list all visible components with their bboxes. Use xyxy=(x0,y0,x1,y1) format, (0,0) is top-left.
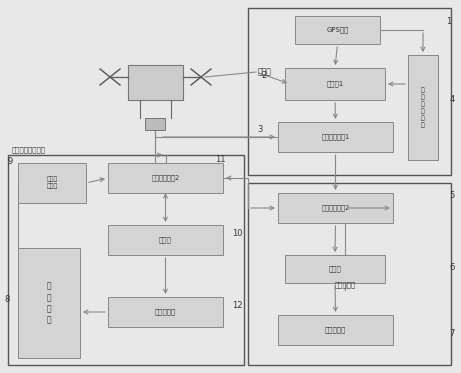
Text: 9: 9 xyxy=(7,157,12,166)
Text: 激光控制器: 激光控制器 xyxy=(155,309,176,315)
Bar xyxy=(285,255,385,283)
Text: 激
光
雷
达: 激 光 雷 达 xyxy=(47,282,51,324)
Text: 无线通讯模块2: 无线通讯模块2 xyxy=(151,175,180,181)
Bar xyxy=(285,68,385,100)
Text: 飞
行
控
制
模
块: 飞 行 控 制 模 块 xyxy=(421,87,425,128)
Bar xyxy=(278,193,393,223)
Text: 森林火灾检测系统: 森林火灾检测系统 xyxy=(12,147,46,153)
Text: 7: 7 xyxy=(449,329,455,338)
Text: 监控计算机: 监控计算机 xyxy=(325,327,346,333)
Text: 无人机: 无人机 xyxy=(258,68,272,76)
Text: 10: 10 xyxy=(232,229,242,238)
Text: 处理器1: 处理器1 xyxy=(326,81,343,87)
Text: 服务器: 服务器 xyxy=(329,266,342,272)
Bar xyxy=(128,65,183,100)
Bar xyxy=(278,315,393,345)
Text: 12: 12 xyxy=(232,301,242,310)
Bar xyxy=(295,16,380,44)
Bar xyxy=(145,118,165,130)
Text: 11: 11 xyxy=(215,156,225,164)
Bar xyxy=(408,55,438,160)
Bar xyxy=(108,297,223,327)
Bar xyxy=(248,8,451,175)
Text: 2: 2 xyxy=(261,72,266,81)
Text: 标志码
编码机: 标志码 编码机 xyxy=(47,177,58,189)
Bar xyxy=(8,155,244,365)
Text: 无线通讯模块1: 无线通讯模块1 xyxy=(321,134,349,140)
Bar xyxy=(248,183,451,365)
Text: 1: 1 xyxy=(446,18,452,26)
Bar xyxy=(278,122,393,152)
Text: 5: 5 xyxy=(449,191,455,201)
Text: 处理器: 处理器 xyxy=(159,237,172,243)
Text: 无线通讯模块2: 无线通讯模块2 xyxy=(321,205,349,211)
Text: 4: 4 xyxy=(449,95,455,104)
Text: 3: 3 xyxy=(257,125,263,135)
Bar xyxy=(18,163,86,203)
Text: 地面控制室: 地面控制室 xyxy=(334,282,355,288)
Bar xyxy=(18,248,80,358)
Bar xyxy=(108,225,223,255)
Text: 6: 6 xyxy=(449,263,455,273)
Bar xyxy=(108,163,223,193)
Text: GPS模块: GPS模块 xyxy=(326,27,349,33)
Text: 8: 8 xyxy=(4,295,10,304)
